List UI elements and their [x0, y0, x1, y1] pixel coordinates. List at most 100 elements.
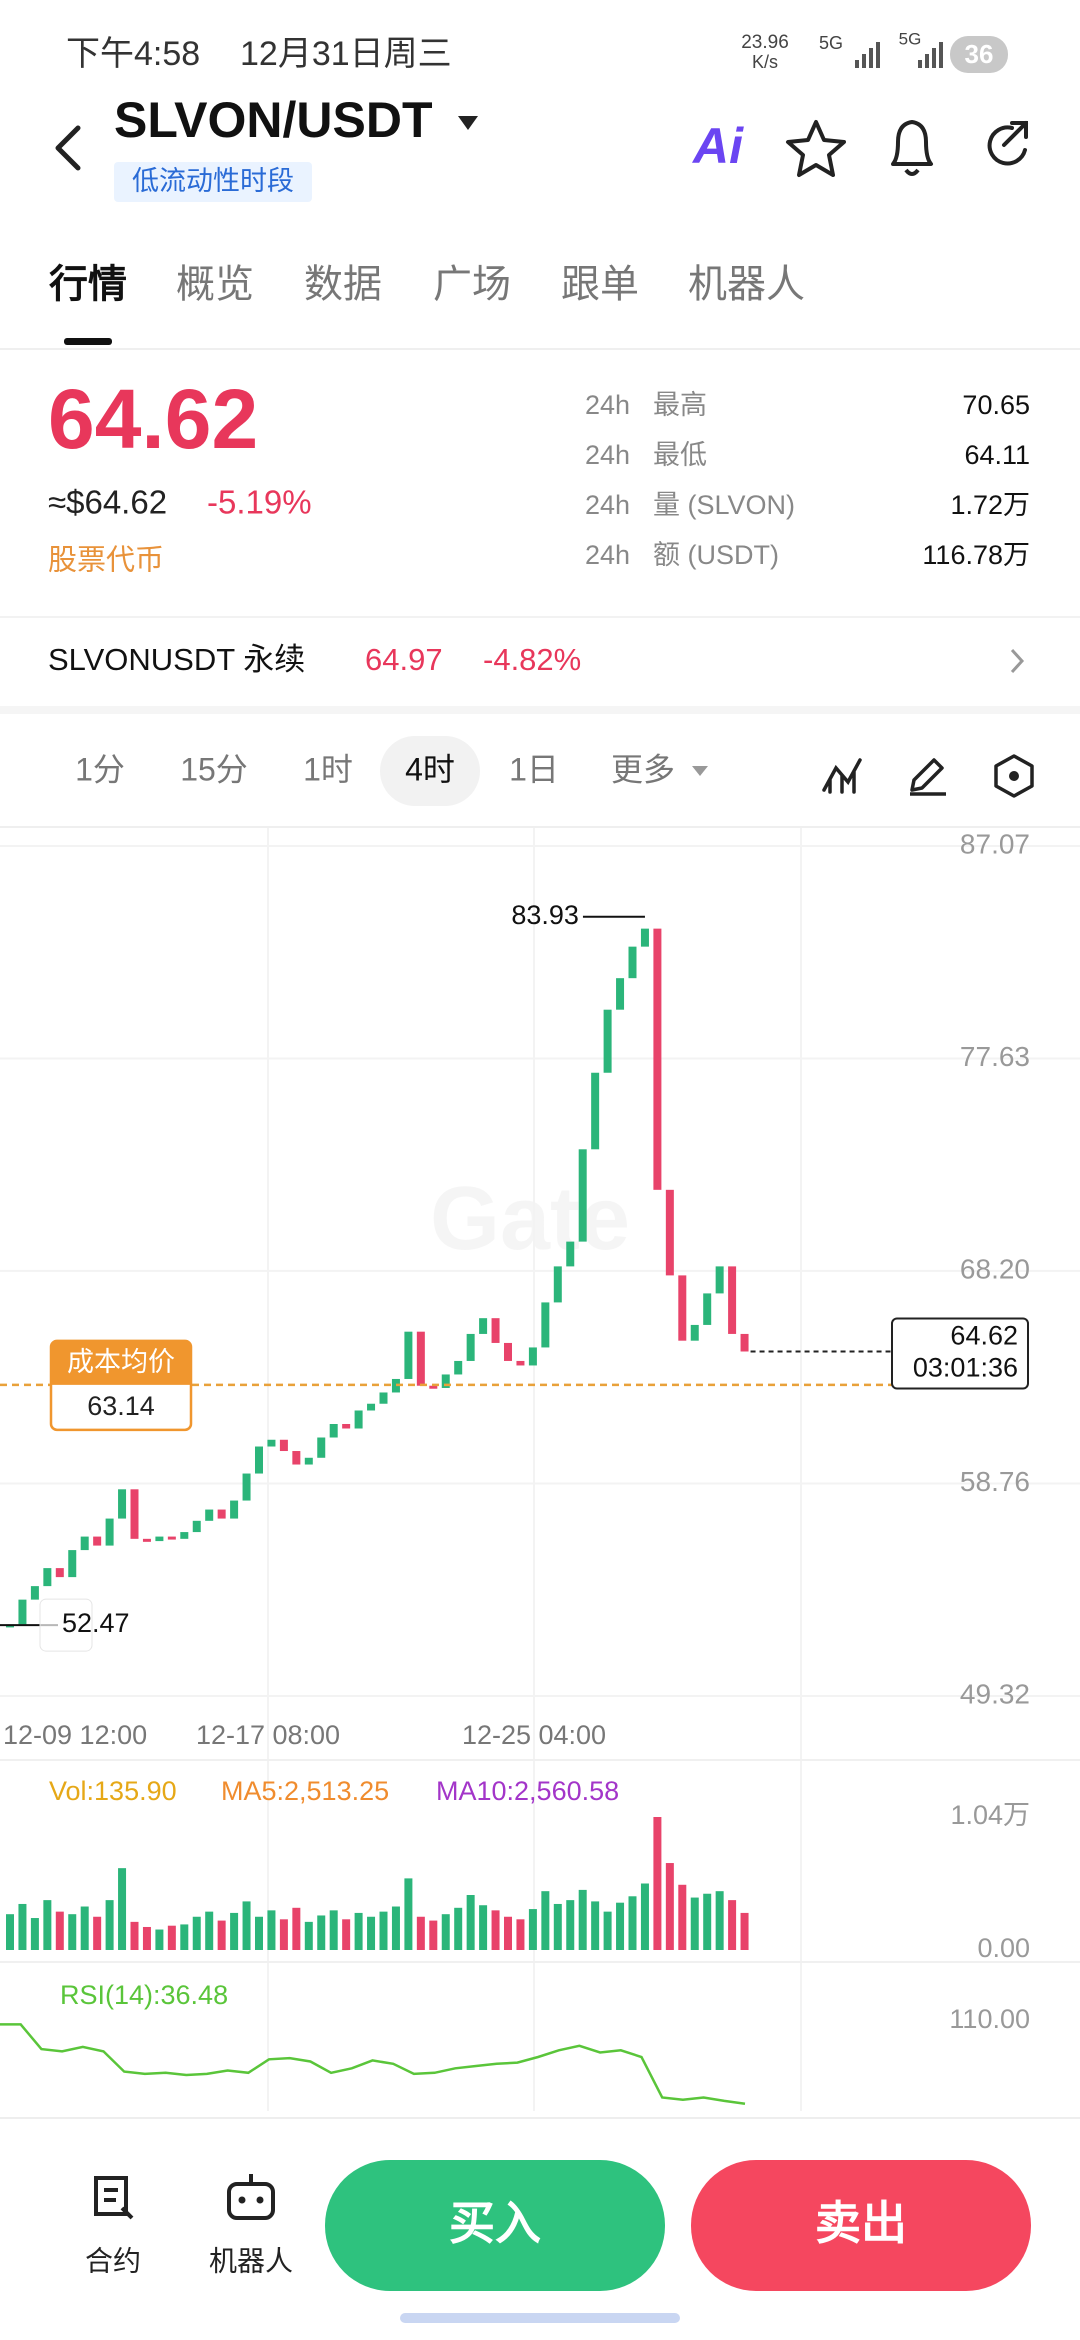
interval[interactable]: 4时	[405, 751, 455, 787]
candle	[516, 1360, 525, 1366]
battery-level: 36	[965, 39, 994, 69]
volume-bar	[130, 1921, 139, 1950]
volume-bar	[541, 1891, 550, 1950]
interval[interactable]: 更多	[611, 751, 675, 787]
signal-icon	[855, 42, 880, 68]
volume-bar	[304, 1921, 313, 1950]
volume-bar	[279, 1919, 288, 1950]
y-tick-label: 49.32	[960, 1678, 1030, 1709]
candle	[118, 1489, 127, 1519]
tab-indicator	[64, 338, 112, 345]
volume-bar	[342, 1919, 351, 1950]
robot-eye	[238, 2196, 246, 2204]
candle	[578, 1149, 587, 1242]
draw-button[interactable]	[910, 758, 946, 796]
indicator-button[interactable]	[822, 758, 862, 794]
stat-label: 最高	[653, 390, 707, 420]
tab[interactable]: 跟单	[561, 263, 639, 306]
volume-bar	[192, 1916, 201, 1950]
volume-bar	[640, 1883, 649, 1950]
buy-label[interactable]: 买入	[449, 2197, 541, 2249]
ai-button[interactable]: Ai	[691, 118, 744, 174]
y-tick-label: 77.63	[960, 1041, 1030, 1072]
stats: 24h 最高 70.65 24h 最低 64.11 24h 量 (SLVON) 1.72万 24h…	[585, 390, 1030, 570]
tab[interactable]: 行情	[49, 263, 127, 306]
volume-bar	[55, 1911, 64, 1950]
pair-title[interactable]: SLVON/USDT	[114, 92, 433, 148]
volume-bar	[416, 1916, 425, 1950]
candle	[230, 1500, 239, 1519]
tab[interactable]: 数据	[304, 263, 382, 306]
stat-value: 70.65	[962, 390, 1030, 420]
volume-tick-label: 0.00	[977, 1933, 1030, 1963]
signal-label: 5G	[899, 29, 922, 48]
candle	[541, 1302, 550, 1348]
tab[interactable]: 机器人	[688, 263, 805, 306]
x-tick-label: 12-09 12:00	[3, 1720, 147, 1750]
candle	[528, 1347, 537, 1366]
volume-bar	[391, 1906, 400, 1950]
volume-bar	[242, 1901, 251, 1950]
token-tag: 股票代币	[48, 545, 164, 577]
volume-bar	[466, 1895, 475, 1950]
volume-bar	[566, 1900, 575, 1950]
share-button[interactable]	[987, 121, 1028, 166]
pair-dropdown[interactable]	[458, 116, 478, 130]
candle	[553, 1266, 562, 1303]
volume-bar	[479, 1905, 488, 1950]
volume-bar	[653, 1817, 662, 1950]
candle	[640, 928, 649, 947]
volume-bar	[379, 1911, 388, 1950]
candle	[255, 1446, 263, 1474]
interval-bar: 1分 15分 1时 4时 1日 更多	[75, 751, 675, 787]
volume-bar	[180, 1924, 189, 1950]
favorite-button[interactable]	[786, 120, 846, 177]
interval[interactable]: 15分	[180, 751, 248, 787]
sell-label[interactable]: 卖出	[815, 2197, 907, 2249]
candle	[653, 928, 662, 1190]
volume-bar	[628, 1896, 637, 1950]
stat-period: 24h	[585, 390, 630, 420]
robot-label[interactable]: 机器人	[209, 2245, 293, 2276]
alert-button[interactable]	[891, 120, 933, 176]
candle	[379, 1392, 388, 1404]
back-button[interactable]	[55, 125, 81, 171]
volume-bar	[292, 1907, 301, 1950]
volume-legend: MA10:2,560.58	[436, 1776, 619, 1806]
candle	[304, 1457, 313, 1465]
interval[interactable]: 1时	[303, 751, 353, 787]
candle	[68, 1550, 77, 1578]
more-dropdown[interactable]	[692, 766, 708, 776]
last-price-label: 64.62	[950, 1321, 1018, 1351]
tab[interactable]: 概览	[176, 263, 254, 306]
home-indicator	[400, 2313, 680, 2323]
settings-button[interactable]	[994, 754, 1034, 798]
volume-bar	[404, 1878, 413, 1950]
perp-symbol[interactable]: SLVONUSDT 永续	[48, 642, 305, 677]
contract-icon[interactable]	[94, 2176, 134, 2220]
contract-label[interactable]: 合约	[85, 2245, 141, 2276]
volume-bar	[441, 1914, 450, 1950]
sell-button[interactable]	[691, 2160, 1031, 2291]
volume-bar	[715, 1891, 724, 1950]
badge-bg	[114, 162, 312, 202]
volume-bar	[142, 1926, 151, 1950]
volume-bar	[678, 1884, 687, 1950]
candle	[292, 1451, 301, 1465]
volume-bar	[155, 1929, 164, 1950]
volume-bar	[516, 1919, 525, 1950]
perp-price: 64.97	[365, 642, 443, 677]
last-price-box	[891, 1317, 1029, 1390]
stat-value: 116.78万	[922, 540, 1030, 570]
buy-button[interactable]	[325, 2160, 665, 2291]
interval[interactable]: 1分	[75, 751, 125, 787]
volume-bar	[665, 1863, 674, 1950]
volume-bar	[354, 1912, 363, 1950]
tab[interactable]: 广场	[433, 263, 511, 306]
stat-label: 最低	[653, 440, 707, 470]
candle	[367, 1403, 376, 1411]
interval[interactable]: 1日	[509, 751, 559, 787]
volume-bar	[317, 1915, 326, 1950]
tab-bar: 行情 概览 数据 广场 跟单 机器人	[49, 263, 805, 306]
chevron[interactable]	[1010, 648, 1025, 674]
